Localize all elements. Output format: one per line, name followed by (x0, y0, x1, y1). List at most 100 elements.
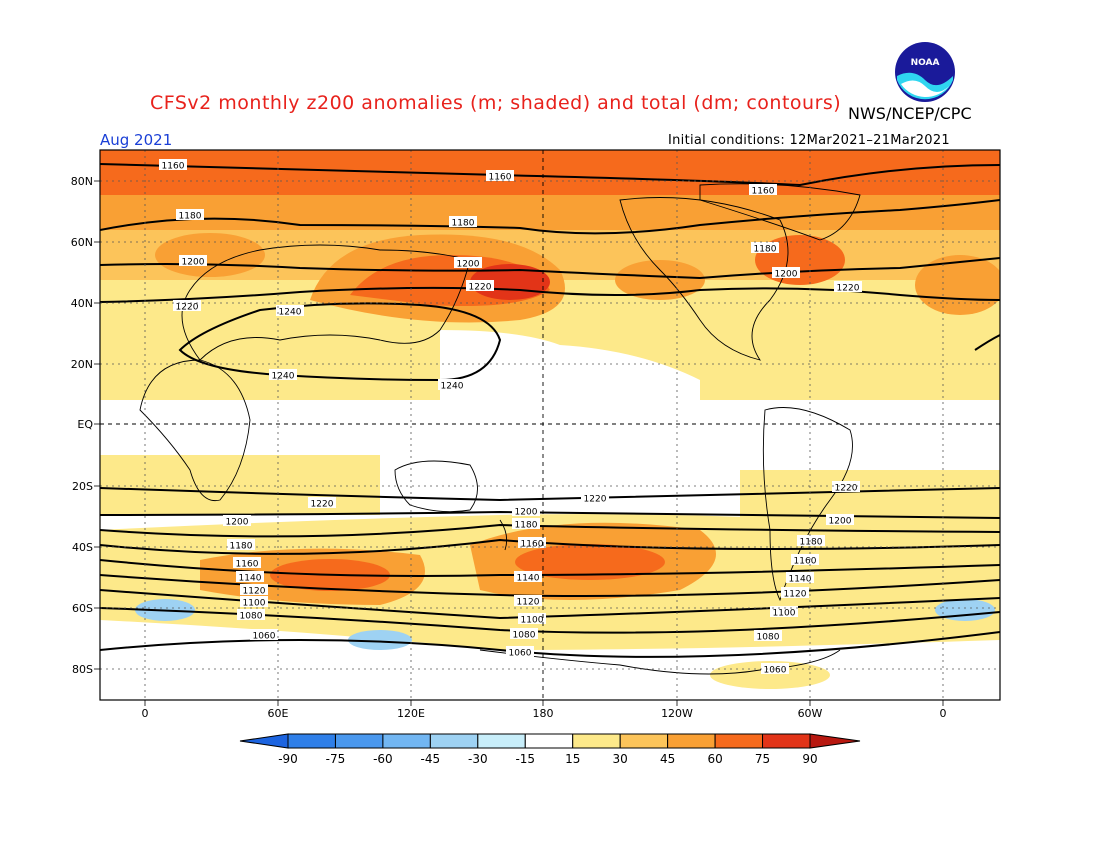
colorbar-box (714, 733, 764, 749)
contour-label-bg (761, 663, 789, 674)
longitude-labels: 0 60E 120E 180 120W 60W 0 (142, 707, 947, 720)
colorbar-arrow-high (809, 733, 861, 749)
namerica-coast (619, 197, 789, 361)
antarctic-patch (710, 661, 830, 689)
contour-label-bg (179, 255, 207, 266)
initial-conditions: Initial conditions: 12Mar2021–21Mar2021 (668, 133, 951, 148)
contour-label: 1140 (789, 575, 812, 585)
contour-label: 1180 (800, 538, 823, 548)
contour-label: 1200 (775, 270, 798, 280)
antarctica-coast (479, 649, 841, 675)
contour-label-bg (233, 557, 261, 568)
contour-label: 1180 (452, 219, 475, 229)
contour-label-bg (510, 628, 538, 639)
contour-1160-nh (100, 163, 1000, 187)
colorbar-box (382, 733, 431, 749)
colorbar-tick-label: -30 (468, 752, 488, 766)
contour-label-bg (518, 537, 546, 548)
contour-1060-sh (100, 631, 1000, 658)
contour-label-bg (826, 514, 854, 525)
contour-label-bg (770, 606, 798, 617)
contour-label: 1220 (311, 500, 334, 510)
contour-label: 1220 (584, 495, 607, 505)
contour-label: 1220 (176, 303, 199, 313)
colorbar-box (477, 733, 526, 749)
lon-label: 180 (533, 707, 554, 720)
colorbar-box (429, 733, 479, 749)
africa-coast (139, 359, 251, 502)
contour-label-bg (581, 492, 609, 503)
contour-1140-sh (100, 559, 1000, 577)
contour-label-bg (227, 539, 255, 550)
spac-high-core (515, 544, 665, 580)
height-contours (100, 163, 1000, 658)
contour-label-bg (832, 481, 860, 492)
contour-1220-nh (100, 286, 1000, 303)
contour-label: 1080 (240, 612, 263, 622)
contour-label-bg (308, 497, 336, 508)
colorbar-tick-label: 30 (613, 752, 628, 766)
colorbar-tick-label: 75 (755, 752, 770, 766)
contour-label: 1160 (236, 560, 259, 570)
contour-label-bg (754, 630, 782, 641)
colorbar-tick-label: -60 (373, 752, 393, 766)
colorbar-box (572, 733, 621, 749)
colorbar-box (287, 733, 336, 749)
contour-label-bg (250, 629, 278, 640)
contour-label: 1160 (521, 540, 544, 550)
lon-label: 120E (397, 707, 425, 720)
colorbar-tick-label: 90 (802, 752, 817, 766)
contour-label-bg (276, 305, 304, 316)
contour-1120-sh (100, 574, 1000, 597)
neg-patch-2 (348, 630, 412, 650)
contour-label: 1240 (272, 372, 295, 382)
contour-label: 1060 (253, 632, 276, 642)
contour-label: 1160 (752, 187, 775, 197)
lon-label: 60E (268, 707, 289, 720)
nh-red-band (100, 150, 1000, 195)
contour-label: 1080 (513, 631, 536, 641)
contour-label: 1080 (757, 633, 780, 643)
colorbar-tick-label: -15 (515, 752, 535, 766)
lat-label: EQ (77, 418, 93, 431)
contour-label-bg (514, 595, 542, 606)
contour-label-bg (797, 535, 825, 546)
contour-label-bg (237, 609, 265, 620)
contour-1080-sh (100, 607, 1000, 634)
contour-label: 1200 (829, 517, 852, 527)
contour-label: 1160 (794, 557, 817, 567)
contour-label-bg (176, 209, 204, 220)
contour-1220-sh (100, 487, 1000, 502)
europe-high (155, 233, 265, 277)
noaa-logo: NOAA (895, 42, 955, 102)
contour-label: 1180 (754, 245, 777, 255)
contour-label: 1160 (162, 162, 185, 172)
contour-label: 1100 (773, 609, 796, 619)
colorbar-box (762, 733, 811, 749)
colorbar-tick-label: 45 (660, 752, 675, 766)
contour-label: 1240 (279, 308, 302, 318)
contour-1180-sh (100, 523, 1000, 538)
colorbar-tick-label: 15 (565, 752, 580, 766)
contour-label-bg (449, 216, 477, 227)
contour-label-bg (236, 571, 264, 582)
contour-label: 1200 (226, 518, 249, 528)
lon-label: 0 (940, 707, 947, 720)
contour-label-bg (772, 267, 800, 278)
contour-label: 1200 (515, 508, 538, 518)
lat-label: 20S (72, 480, 93, 493)
forecast-month: Aug 2021 (100, 131, 173, 149)
chart-title: CFSv2 monthly z200 anomalies (m; shaded)… (150, 92, 842, 114)
contour-label-bg (269, 369, 297, 380)
contour-label: 1180 (230, 542, 253, 552)
latitude-labels: 80N 60N 40N 20N EQ 20S 40S 60S 80S (71, 175, 94, 676)
contour-label: 1100 (521, 616, 544, 626)
colorbar-tick-label: 60 (707, 752, 722, 766)
contour-label-bg (834, 281, 862, 292)
contour-label-bg (173, 300, 201, 311)
contour-label-bg (791, 554, 819, 565)
lat-label: 40S (72, 541, 93, 554)
logo-text: NOAA (911, 58, 940, 68)
contour-label-bg (454, 257, 482, 268)
pacific-gap (440, 330, 700, 400)
